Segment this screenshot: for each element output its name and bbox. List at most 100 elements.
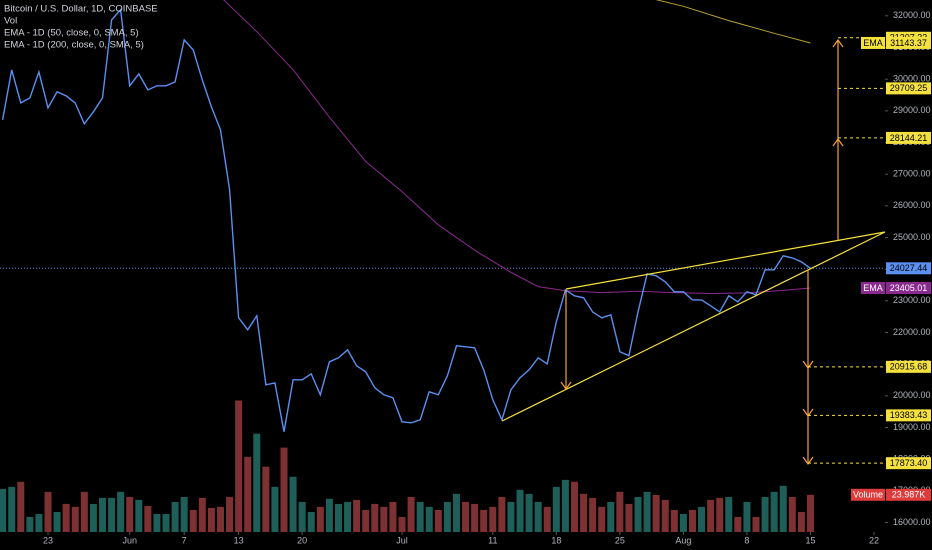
volume-bar xyxy=(480,509,488,532)
volume-bar xyxy=(226,496,234,532)
volume-bar xyxy=(53,511,61,532)
y-tick-label: 25000.00 xyxy=(893,232,931,242)
volume-bar xyxy=(534,501,542,532)
volume-bar xyxy=(779,485,787,532)
volume-bar xyxy=(725,496,733,532)
y-tick-label: 29000.00 xyxy=(893,105,931,115)
y-tick-label: 16000.00 xyxy=(893,517,931,527)
indicator-label: EMA - 1D (50, close, 0, SMA, 5) xyxy=(4,28,139,39)
volume-bar xyxy=(126,496,134,532)
volume-bar xyxy=(153,514,161,532)
wedge-upper xyxy=(565,231,886,290)
volume-value-label: 23.987K xyxy=(892,490,926,500)
volume-bar xyxy=(280,447,288,532)
volume-bar xyxy=(788,496,796,532)
volume-bar xyxy=(616,491,624,532)
level-label: 19383.43 xyxy=(890,410,928,420)
axes: 16000.0017000.0018000.0019000.0020000.00… xyxy=(43,0,932,550)
volume-bar xyxy=(670,509,678,532)
volume-bar xyxy=(8,486,16,532)
ema-line xyxy=(655,0,811,44)
volume-tag-box xyxy=(851,488,885,501)
volume-bar xyxy=(253,433,261,532)
volume-bar xyxy=(235,400,243,532)
volume-bar xyxy=(108,497,116,532)
volume-bar xyxy=(407,496,415,532)
volume-bar xyxy=(62,503,70,532)
x-tick-label: 8 xyxy=(744,535,749,545)
x-tick-label: 18 xyxy=(551,535,561,545)
level-label: 28144.21 xyxy=(890,133,928,143)
last-price-label-box xyxy=(886,262,931,275)
volume-bar xyxy=(44,491,52,532)
volume-bar xyxy=(307,511,315,532)
volume-bar xyxy=(761,496,769,532)
ema-tag-box xyxy=(861,282,885,295)
volume-bar xyxy=(380,506,388,532)
volume-bar xyxy=(398,516,406,532)
volume-bar xyxy=(207,507,215,532)
volume-bar xyxy=(135,499,143,532)
volume-bar xyxy=(26,516,34,532)
volume-bar xyxy=(797,511,805,532)
arrow-head xyxy=(802,360,814,466)
volume-bar xyxy=(770,491,778,532)
volume-bar xyxy=(71,506,79,532)
ema-value-label-box xyxy=(886,282,931,295)
volume-bar xyxy=(198,497,206,532)
volume-bar xyxy=(443,501,451,532)
level-label-box xyxy=(886,82,931,95)
chart-title: Bitcoin / U.S. Dollar, 1D, COINBASE xyxy=(4,4,158,15)
x-tick-label: 13 xyxy=(234,535,244,545)
volume-bar xyxy=(543,506,551,532)
x-tick-label: 11 xyxy=(488,535,497,545)
ema-line xyxy=(223,0,811,295)
volume-bar xyxy=(180,496,188,532)
y-tick-label: 30000.00 xyxy=(893,74,931,84)
volume-bar xyxy=(244,456,252,532)
volume-bar xyxy=(570,481,578,532)
volume-bar xyxy=(316,506,324,532)
volume-bar xyxy=(80,491,88,532)
volume-bar xyxy=(661,499,669,532)
volume-bar xyxy=(389,501,397,532)
volume-bar xyxy=(507,501,515,532)
volume-bar xyxy=(371,503,379,532)
x-tick-label: 22 xyxy=(869,535,879,545)
volume-bar xyxy=(516,489,524,532)
volume-bar xyxy=(353,499,361,532)
last-price-label: 24027.44 xyxy=(890,263,928,273)
y-tick-label: 22000.00 xyxy=(893,327,931,337)
volume-bar xyxy=(598,506,606,532)
volume-bar xyxy=(688,509,696,532)
volume-bar xyxy=(425,506,433,532)
y-tick-label: 19000.00 xyxy=(893,422,931,432)
volume-bar xyxy=(489,506,497,532)
volume-bar xyxy=(471,503,479,532)
volume-tag: Volume xyxy=(853,490,883,500)
indicator-label: EMA - 1D (200, close, 0, SMA, 5) xyxy=(4,40,144,51)
volume-bar xyxy=(325,498,333,532)
volume-bar xyxy=(298,501,306,532)
volume-bar xyxy=(344,501,352,532)
volume-bar xyxy=(98,497,106,532)
volume-bar xyxy=(743,501,751,532)
ema-value-label: 31143.37 xyxy=(890,38,927,48)
volume-bar xyxy=(652,494,660,532)
x-tick-label: Jun xyxy=(122,535,137,545)
x-tick-label: 25 xyxy=(615,535,625,545)
volume-bar xyxy=(0,488,7,532)
y-tick-label: 27000.00 xyxy=(893,169,931,179)
volume-bar xyxy=(498,496,506,532)
volume-bar xyxy=(434,509,442,532)
price-line xyxy=(1,8,811,432)
wedge-drawing xyxy=(501,38,886,466)
volume-bar xyxy=(171,501,179,532)
volume-bar xyxy=(416,501,424,532)
ema-tag-box xyxy=(861,36,885,49)
arrow-head xyxy=(560,381,572,391)
ema-tag: EMA xyxy=(863,38,883,48)
x-tick-label: Aug xyxy=(675,535,691,545)
wedge-lower xyxy=(501,231,886,422)
